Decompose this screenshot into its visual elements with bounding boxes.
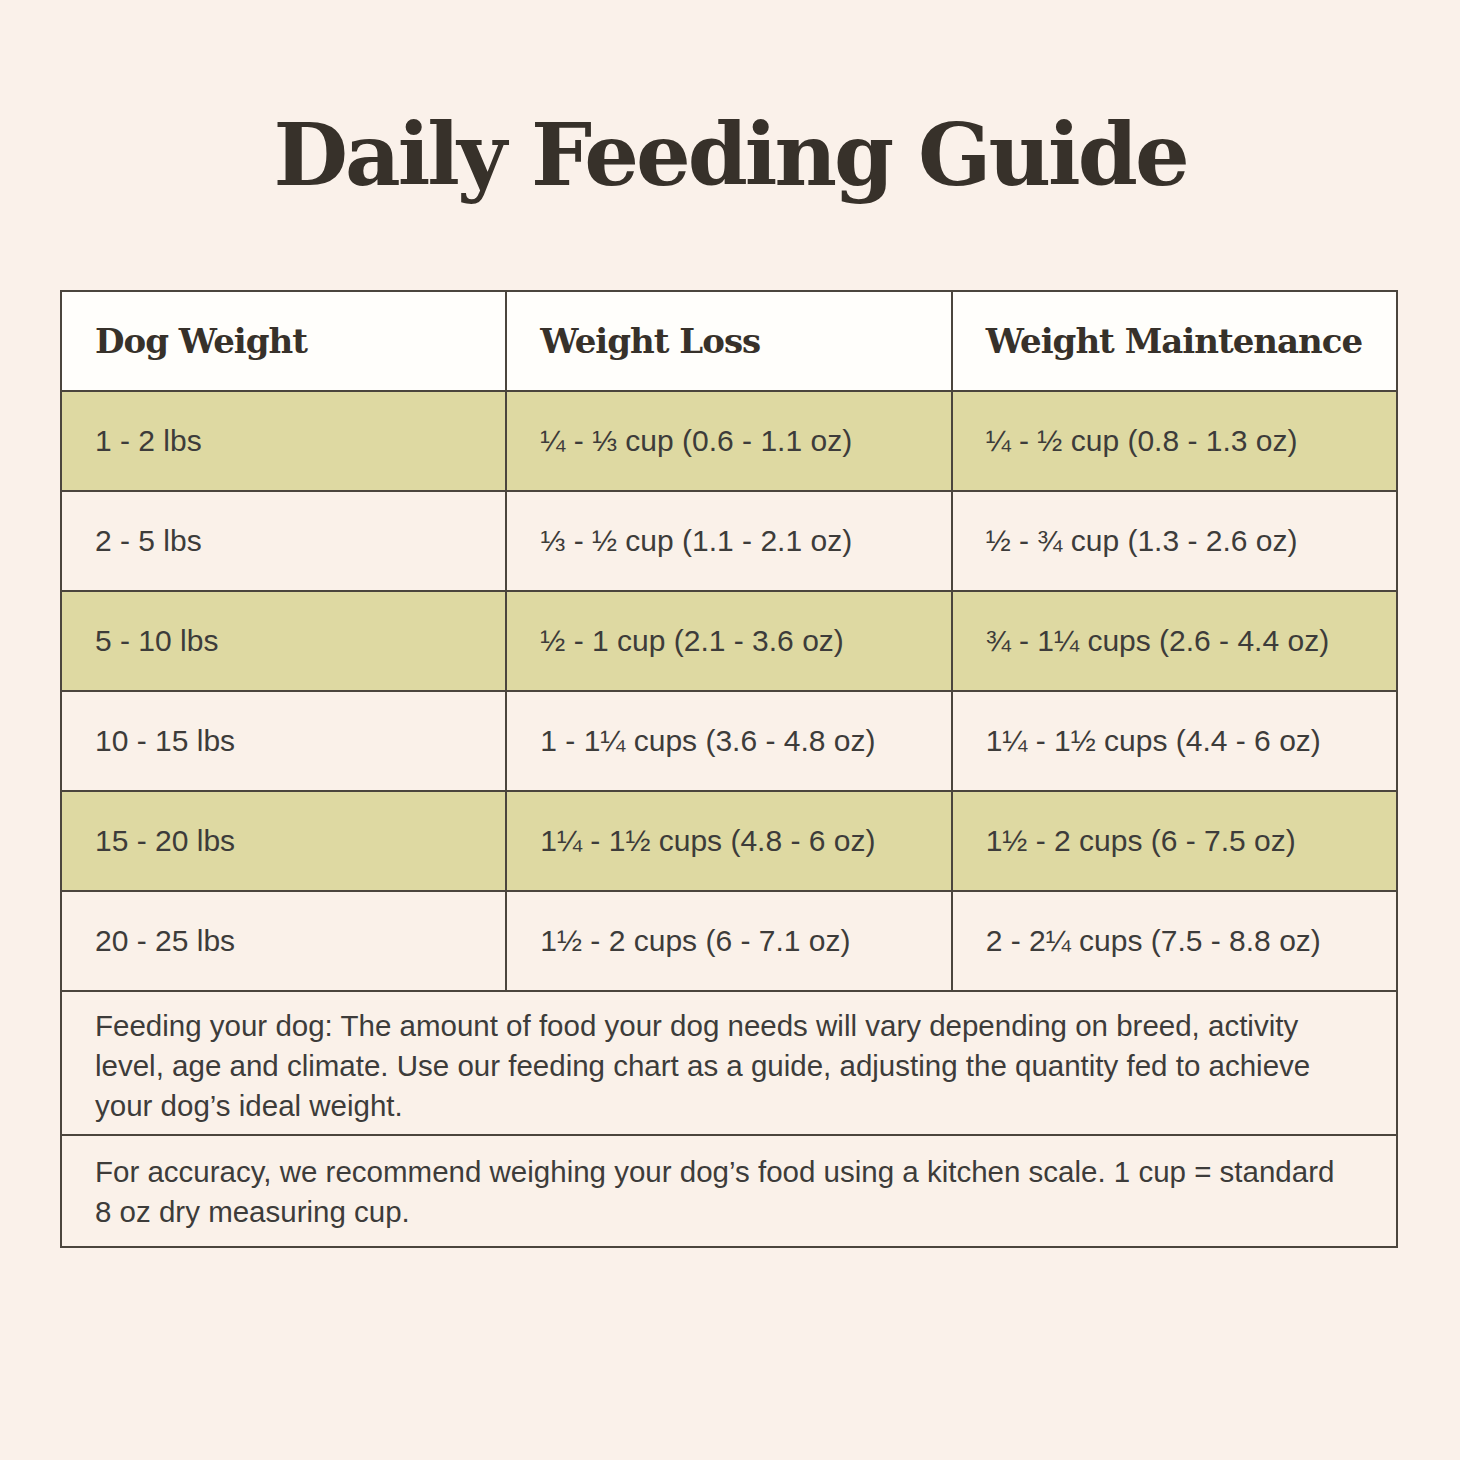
cell-weight-maintenance: 1½ - 2 cups (6 - 7.5 oz) (951, 792, 1396, 890)
table-row: 2 - 5 lbs ⅓ - ½ cup (1.1 - 2.1 oz) ½ - ¾… (62, 490, 1396, 590)
cell-weight-maintenance: ¼ - ½ cup (0.8 - 1.3 oz) (951, 392, 1396, 490)
cell-dog-weight: 10 - 15 lbs (62, 692, 505, 790)
cell-dog-weight: 2 - 5 lbs (62, 492, 505, 590)
table-row: 5 - 10 lbs ½ - 1 cup (2.1 - 3.6 oz) ¾ - … (62, 590, 1396, 690)
cell-weight-loss: ½ - 1 cup (2.1 - 3.6 oz) (505, 592, 950, 690)
table-row: 20 - 25 lbs 1½ - 2 cups (6 - 7.1 oz) 2 -… (62, 890, 1396, 990)
feeding-guide-table: Dog Weight Weight Loss Weight Maintenanc… (60, 290, 1398, 1248)
cell-dog-weight: 5 - 10 lbs (62, 592, 505, 690)
table-row: 15 - 20 lbs 1¼ - 1½ cups (4.8 - 6 oz) 1½… (62, 790, 1396, 890)
accuracy-note: For accuracy, we recommend weighing your… (62, 1134, 1396, 1246)
cell-weight-loss: ¼ - ⅓ cup (0.6 - 1.1 oz) (505, 392, 950, 490)
table-header-row: Dog Weight Weight Loss Weight Maintenanc… (62, 292, 1396, 390)
cell-weight-loss: 1 - 1¼ cups (3.6 - 4.8 oz) (505, 692, 950, 790)
feeding-note: Feeding your dog: The amount of food you… (62, 990, 1396, 1134)
header-dog-weight: Dog Weight (62, 292, 505, 390)
cell-weight-maintenance: ½ - ¾ cup (1.3 - 2.6 oz) (951, 492, 1396, 590)
header-weight-maintenance: Weight Maintenance (951, 292, 1396, 390)
cell-dog-weight: 15 - 20 lbs (62, 792, 505, 890)
table-row: 1 - 2 lbs ¼ - ⅓ cup (0.6 - 1.1 oz) ¼ - ½… (62, 390, 1396, 490)
header-weight-loss: Weight Loss (505, 292, 950, 390)
cell-weight-maintenance: 2 - 2¼ cups (7.5 - 8.8 oz) (951, 892, 1396, 990)
cell-weight-loss: 1½ - 2 cups (6 - 7.1 oz) (505, 892, 950, 990)
table-row: 10 - 15 lbs 1 - 1¼ cups (3.6 - 4.8 oz) 1… (62, 690, 1396, 790)
cell-weight-loss: ⅓ - ½ cup (1.1 - 2.1 oz) (505, 492, 950, 590)
cell-dog-weight: 1 - 2 lbs (62, 392, 505, 490)
cell-dog-weight: 20 - 25 lbs (62, 892, 505, 990)
cell-weight-maintenance: ¾ - 1¼ cups (2.6 - 4.4 oz) (951, 592, 1396, 690)
cell-weight-maintenance: 1¼ - 1½ cups (4.4 - 6 oz) (951, 692, 1396, 790)
page-title: Daily Feeding Guide (0, 104, 1460, 205)
cell-weight-loss: 1¼ - 1½ cups (4.8 - 6 oz) (505, 792, 950, 890)
